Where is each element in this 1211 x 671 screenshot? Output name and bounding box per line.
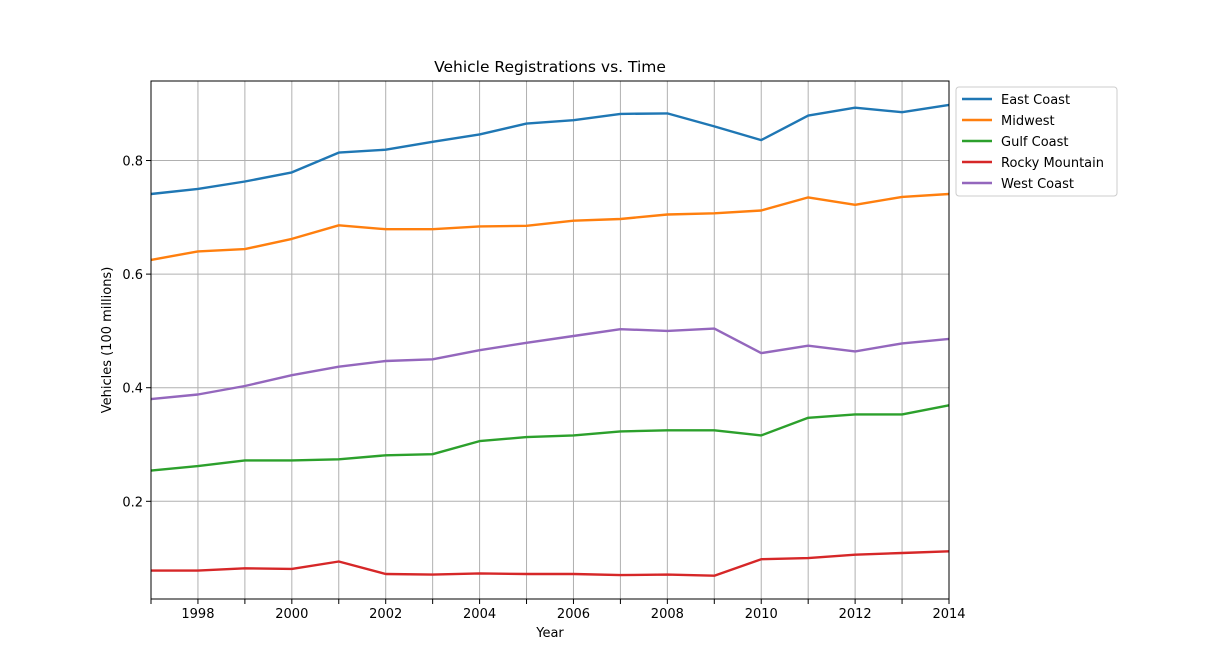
plot-frame	[150, 80, 950, 600]
x-tick-label: 2006	[557, 607, 590, 622]
x-tick-label: 2002	[369, 607, 402, 622]
legend-box	[955, 86, 1118, 197]
x-tick-label: 2010	[745, 607, 778, 622]
x-tick-label: 2004	[463, 607, 496, 622]
x-tick-label: 1998	[181, 607, 214, 622]
chart-title: Vehicle Registrations vs. Time	[434, 58, 666, 76]
series-line-rocky-mountain	[151, 550, 950, 577]
series-line-west-coast	[150, 327, 950, 401]
x-tick-label: 2000	[275, 607, 308, 622]
series-line-east-coast	[150, 103, 950, 196]
x-axis-title: Year	[535, 626, 564, 641]
series-line-gulf-coast	[150, 404, 950, 472]
series-line-midwest	[150, 192, 950, 262]
legend-label-gulf-coast: Gulf Coast	[1001, 135, 1069, 150]
legend-label-east-coast: East Coast	[1001, 93, 1070, 108]
x-tick-label: 2014	[932, 607, 965, 622]
legend: East Coast Midwest Gulf Coast Rocky Mountai…	[955, 86, 1118, 197]
y-tick-label: 0.4	[122, 382, 143, 397]
x-tick-label: 2008	[651, 607, 684, 622]
legend-label-west-coast: West Coast	[1001, 177, 1074, 192]
x-tick-label: 2012	[839, 607, 872, 622]
y-axis-title: Vehicles (100 millions)	[100, 267, 115, 414]
y-tick-label: 0.6	[122, 268, 143, 283]
x-axis: 1998 2000 2002 2004 2006 2008 2010 2012 2014	[150, 599, 966, 622]
y-tick-label: 0.2	[122, 495, 143, 510]
series-group	[150, 103, 950, 577]
legend-label-midwest: Midwest	[1001, 114, 1055, 129]
legend-label-rocky-mountain: Rocky Mountain	[1001, 156, 1104, 171]
y-tick-label: 0.8	[122, 155, 143, 170]
y-axis: 0.2 0.4 0.6 0.8	[122, 155, 151, 510]
